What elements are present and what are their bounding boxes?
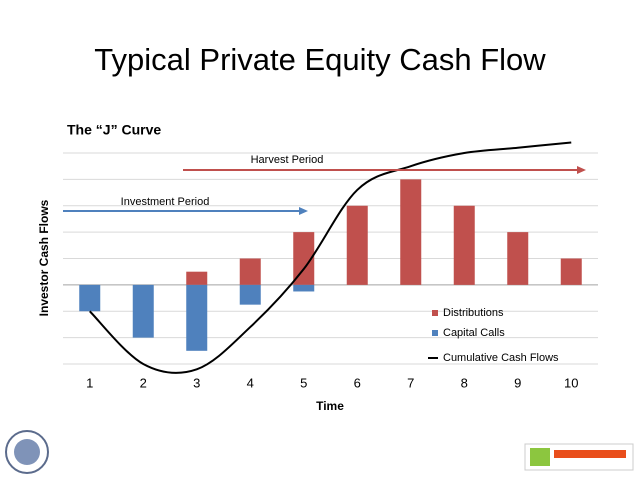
x-tick-label: 8 (461, 375, 468, 390)
bar (453, 205, 475, 285)
y-axis-label: Investor Cash Flows (37, 199, 51, 316)
line (89, 141, 572, 374)
bar (560, 258, 582, 285)
x-tick-label: 10 (564, 375, 578, 390)
bar (293, 232, 315, 285)
x-axis-label: Time (316, 399, 344, 413)
annotation: Harvest Period (251, 154, 324, 166)
bar (239, 258, 261, 285)
legend-swatch (432, 310, 438, 316)
bar (79, 284, 101, 312)
bar (507, 232, 529, 285)
arrow-head (299, 207, 308, 215)
x-tick-label: 7 (407, 375, 414, 390)
bar (186, 271, 208, 285)
logo-icon (530, 448, 550, 466)
chart-title: Typical Private Equity Cash Flow (94, 42, 546, 77)
x-tick-label: 2 (140, 375, 147, 390)
chart-subtitle: The “J” Curve (67, 122, 161, 138)
left-logo (5, 430, 49, 474)
legend-label: Cumulative Cash Flows (443, 352, 559, 364)
x-tick-label: 6 (354, 375, 361, 390)
x-tick-label: 3 (193, 375, 200, 390)
x-tick-label: 4 (247, 375, 254, 390)
x-tick-label: 1 (86, 375, 93, 390)
bar (239, 284, 261, 305)
bar (400, 179, 422, 285)
legend-label: Distributions (443, 307, 504, 319)
arrow-head (577, 166, 586, 174)
x-tick-label: 9 (514, 375, 521, 390)
legend-label: Capital Calls (443, 327, 505, 339)
bar (186, 284, 208, 351)
bar (293, 284, 315, 292)
harvest-arrow: Harvest Period (183, 154, 586, 174)
annotation: Investment Period (121, 196, 210, 208)
plot-area: 1 2 3 4 5 6 7 8 9 10 Distributions Capital Calls Cum… (63, 141, 598, 390)
bar (132, 284, 154, 338)
logo-bar (554, 450, 626, 458)
legend-swatch (432, 330, 438, 336)
x-tick-label: 5 (300, 375, 307, 390)
logo-center (14, 439, 40, 465)
bar (346, 205, 368, 285)
investment-arrow: Investment Period (63, 196, 308, 215)
right-logo (524, 443, 634, 471)
